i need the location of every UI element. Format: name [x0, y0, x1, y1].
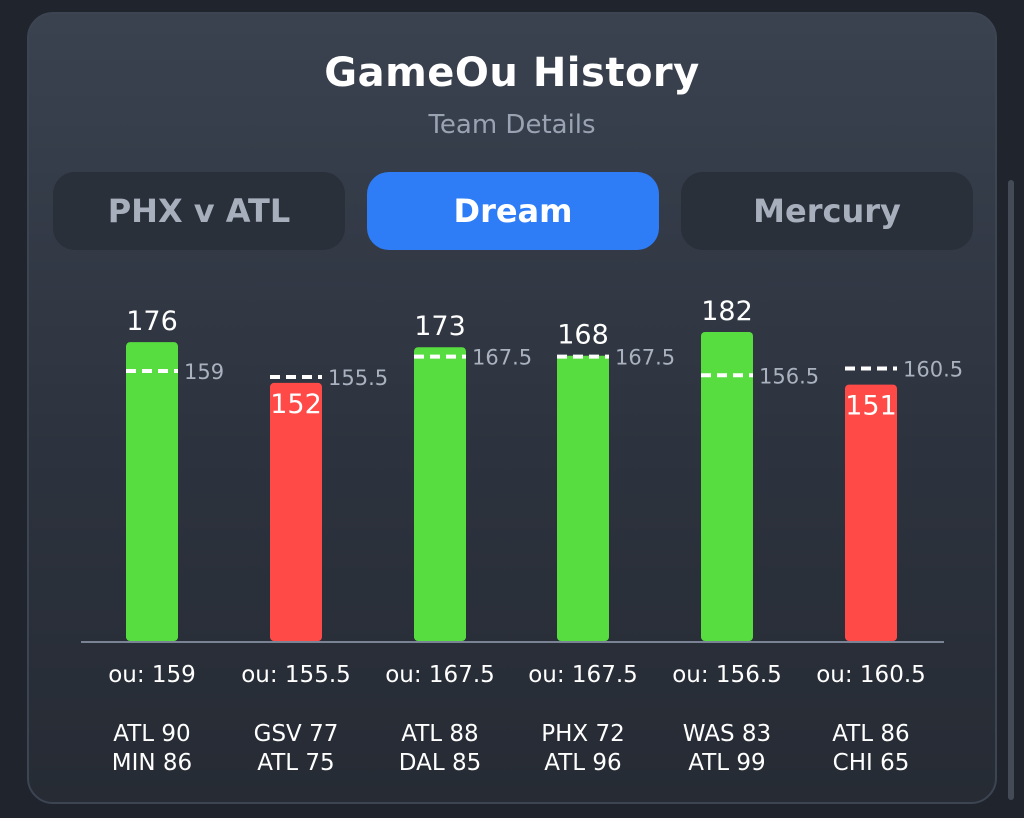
tab-mercury[interactable]: Mercury	[681, 172, 973, 250]
matchup-line: GSV 77	[254, 721, 339, 747]
ou-label: ou: 155.5	[241, 662, 351, 688]
bar-value-label: 168	[557, 320, 609, 351]
ou-label: ou: 167.5	[385, 662, 495, 688]
matchup-line: ATL 99	[688, 750, 765, 776]
ou-line-label: 167.5	[615, 346, 675, 370]
tab-dream[interactable]: Dream	[367, 172, 659, 250]
bar-value-label: 173	[414, 311, 466, 342]
bar-value-label: 151	[845, 391, 897, 422]
bar-value-label: 182	[701, 296, 753, 327]
tab-bar: PHX v ATL Dream Mercury	[53, 172, 973, 250]
bar	[557, 355, 609, 641]
matchup-line: ATL 75	[257, 750, 334, 776]
ou-line-label: 167.5	[472, 346, 532, 370]
matchup-line: DAL 85	[399, 750, 481, 776]
matchup-line: CHI 65	[833, 750, 910, 776]
bar	[126, 342, 178, 641]
bar	[414, 347, 466, 641]
matchup-line: MIN 86	[112, 750, 192, 776]
ou-line-label: 160.5	[903, 357, 963, 381]
matchup-line: ATL 86	[832, 721, 909, 747]
matchup-line: ATL 88	[401, 721, 478, 747]
page-title: GameOu History	[324, 50, 700, 96]
ou-line-label: 156.5	[759, 364, 819, 388]
matchup-line: PHX 72	[541, 721, 625, 747]
bar-value-label: 176	[126, 306, 178, 337]
ou-label: ou: 159	[108, 662, 196, 688]
tab-matchup[interactable]: PHX v ATL	[53, 172, 345, 250]
game-ou-history-card: GameOu History Team Details PHX v ATL Dr…	[27, 12, 997, 804]
bar	[270, 382, 322, 641]
matchup-line: ATL 96	[544, 750, 621, 776]
matchup-line: WAS 83	[683, 721, 771, 747]
ou-label: ou: 156.5	[672, 662, 782, 688]
matchup-line: ATL 90	[113, 721, 190, 747]
ou-label: ou: 160.5	[816, 662, 926, 688]
ou-line-label: 155.5	[328, 366, 388, 390]
scrollbar[interactable]	[1008, 180, 1014, 800]
ou-line-label: 159	[184, 360, 224, 384]
ou-label: ou: 167.5	[528, 662, 638, 688]
page-subtitle: Team Details	[428, 110, 596, 140]
bar	[701, 331, 753, 641]
bar-value-label: 152	[270, 389, 322, 420]
bar	[845, 384, 897, 641]
